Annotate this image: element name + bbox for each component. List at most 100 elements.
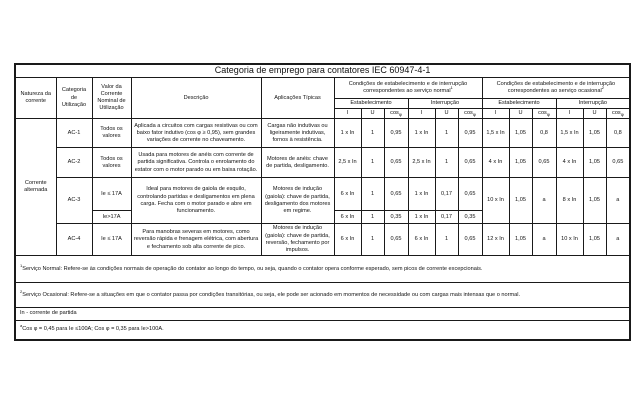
header-group-servico-ocasional: Condições de estabelecimento e de interr… (481, 76, 631, 99)
descricao-cell: Usada para motores de anéis com corrente… (130, 147, 262, 179)
table-row-ac3-a: AC-3 Ie ≤ 17A Ideal para motores de gaio… (15, 177, 631, 225)
value-cell: 1 (360, 118, 385, 149)
cos-label: cos (612, 110, 621, 117)
value-cell: 10 x In (481, 177, 510, 225)
value-cell: 0,65 (383, 223, 409, 257)
value-cell: 1,5 x In (555, 118, 584, 149)
value-cell: 8 x In (555, 177, 584, 225)
value-cell: 0,65 (457, 177, 483, 212)
footnote-text: Serviço Ocasional: Refere-se a situações… (22, 291, 521, 298)
table-title: Categoria de emprego para contatores IEC… (14, 63, 631, 78)
value-cell: 0,17 (434, 210, 459, 225)
header-i: I (481, 108, 510, 120)
value-cell: 2,5 x In (407, 147, 436, 179)
table-row-ac1: Corrente alternada AC-1 Todos os valores… (14, 118, 631, 257)
footnote-row-servico-normal: 1Serviço Normal: Refere-se às condições … (14, 255, 631, 284)
categoria-cell: AC-1 (55, 118, 93, 149)
value-cell: 10 x In (555, 223, 584, 257)
value-cell: 1,05 (582, 223, 607, 257)
header-cos: cosφ (457, 108, 483, 120)
value-cell: 1,5 x In (481, 118, 510, 149)
header-estabelecimento-normal: Estabelecimento (333, 97, 409, 110)
footnote-sup: a (20, 323, 23, 329)
footnote-ref-1: 1 (450, 85, 453, 91)
value-cell: 1 (434, 223, 459, 257)
value-cell: 2,5 x In (333, 147, 362, 179)
value-cell: 1 (360, 223, 385, 257)
header-group-normal-text: Condições de estabelecimento e de interr… (348, 80, 468, 94)
value-cell: 0,65 (605, 147, 631, 179)
header-row-groups: Natureza da corrente Categoria de Utiliz… (14, 76, 631, 120)
value-cell: 1 x In (407, 210, 436, 225)
header-row-subgroups: Estabelecimento Interrupção Estabelecime… (15, 97, 631, 110)
footnote-servico-ocasional: 2Serviço Ocasional: Refere-se a situaçõe… (14, 282, 631, 309)
value-cell: a (531, 223, 557, 257)
value-cell: 1,05 (582, 147, 607, 179)
value-cell: 0,65 (383, 177, 409, 212)
value-cell: 1 x In (407, 118, 436, 149)
footnote-sup: 1 (20, 262, 23, 268)
categoria-cell: AC-3 (55, 177, 93, 225)
value-cell: 6 x In (333, 177, 362, 212)
header-row-units: I U cosφ I U cosφ I U cosφ I U cosφ (15, 108, 631, 120)
cos-label: cos (464, 110, 473, 117)
value-cell: 12 x In (481, 223, 510, 257)
value-cell: 0,35 (457, 210, 483, 225)
value-cell: 0,65 (457, 147, 483, 179)
header-descricao: Descrição (130, 76, 262, 120)
footnote-text: Serviço Normal: Refere-se às condições n… (22, 265, 483, 272)
header-u: U (360, 108, 385, 120)
value-cell: 4 x In (481, 147, 510, 179)
value-cell: 0,8 (531, 118, 557, 149)
value-cell: 0,95 (457, 118, 483, 149)
header-aplicacoes: Aplicações Típicas (260, 76, 335, 120)
valor-cell: Ie ≤ 17A (91, 223, 132, 257)
value-cell: 6 x In (333, 210, 362, 225)
value-cell: 0,8 (605, 118, 631, 149)
footnote-row-cos: aCos φ = 0,45 para Ie ≤100A; Cos φ = 0,3… (14, 319, 631, 341)
header-u: U (582, 108, 607, 120)
utilization-category-table: Categoria de emprego para contatores IEC… (14, 63, 632, 342)
header-group-ocasional-text: Condições de estabelecimento e de interr… (496, 80, 616, 94)
value-cell: a (605, 223, 631, 257)
value-cell: 1,05 (582, 177, 607, 225)
header-natureza: Natureza da corrente (14, 76, 57, 120)
value-cell: 1 (434, 147, 459, 179)
value-cell: 4 x In (555, 147, 584, 179)
table-row-ac4: AC-4 Ie ≤ 17A Para manobras severas em m… (15, 223, 631, 257)
natureza-corrente-cell: Corrente alternada (14, 118, 57, 257)
footnote-sup: 2 (20, 288, 23, 294)
value-cell: 1,05 (582, 118, 607, 149)
value-cell: a (531, 177, 557, 225)
descricao-cell: Para manobras severas em motores, como r… (130, 223, 262, 257)
phi-symbol: φ (546, 112, 550, 118)
value-cell: 1,05 (508, 223, 533, 257)
phi-symbol: φ (398, 112, 402, 118)
value-cell: 1,05 (508, 118, 533, 149)
footnote-cos-phi: aCos φ = 0,45 para Ie ≤100A; Cos φ = 0,3… (14, 319, 631, 341)
aplicacoes-cell: Motores de indução (gaiola): chave de pa… (260, 177, 335, 225)
phi-symbol: φ (620, 112, 624, 118)
value-cell: 1 (360, 177, 385, 212)
header-categoria: Categoria de Utilização (55, 76, 93, 120)
value-cell: 0,95 (383, 118, 409, 149)
value-cell: 6 x In (407, 223, 436, 257)
descricao-cell: Ideal para motores de gaiola de esquilo,… (130, 177, 262, 225)
value-cell: 1 x In (407, 177, 436, 212)
value-cell: 1,05 (508, 147, 533, 179)
value-cell: 6 x In (333, 223, 362, 257)
aplicacoes-cell: Motores de anéis: chave de partida, desl… (260, 147, 335, 179)
header-cos: cosφ (383, 108, 409, 120)
aplicacoes-cell: Motores de indução (gaiola): chave de pa… (260, 223, 335, 257)
value-cell: 1 (434, 118, 459, 149)
footnote-text: In - corrente de partida (20, 310, 77, 317)
header-i: I (333, 108, 362, 120)
header-u: U (508, 108, 533, 120)
header-i: I (555, 108, 584, 120)
value-cell: 1 (360, 210, 385, 225)
categoria-cell: AC-4 (55, 223, 93, 257)
phi-symbol: φ (472, 112, 476, 118)
header-valor-nominal: Valor da Corrente Nominal de Utilização (91, 76, 132, 120)
valor-cell: Todos os valores (91, 147, 132, 179)
header-estabelecimento-ocasional: Estabelecimento (481, 97, 557, 110)
